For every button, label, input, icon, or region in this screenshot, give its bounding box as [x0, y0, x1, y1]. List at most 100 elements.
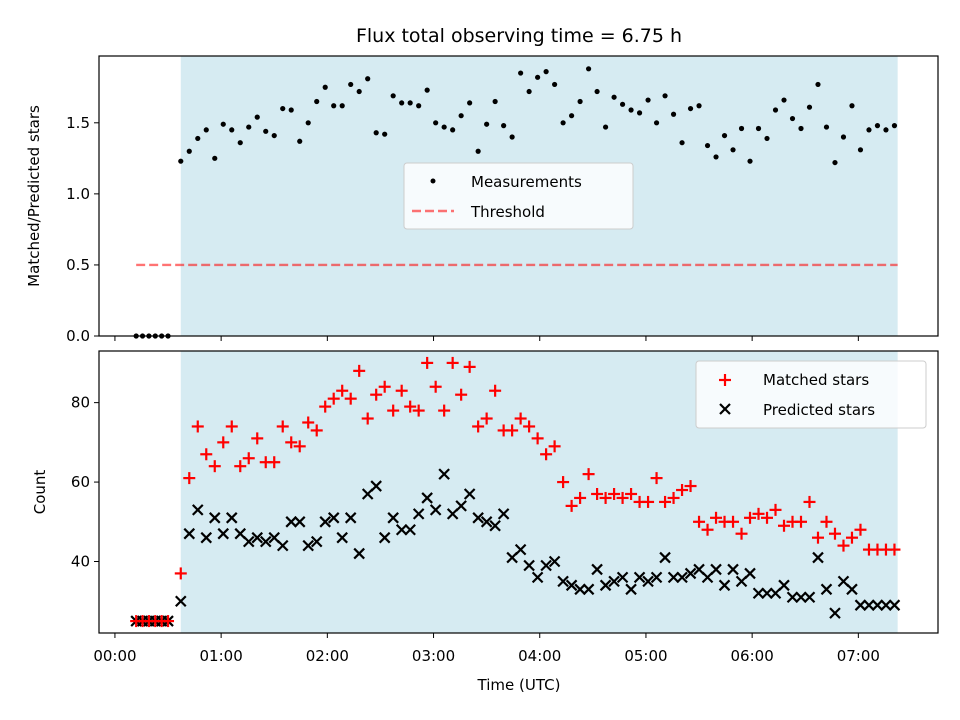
measurement-point: [382, 131, 388, 137]
predicted-star-point: [353, 547, 365, 560]
predicted-star-point: [395, 523, 408, 536]
measurement-point: [815, 81, 821, 88]
predicted-star-point: [667, 571, 680, 584]
matched-star-point: [344, 392, 357, 405]
measurement-point: [806, 104, 813, 110]
predicted-star-point: [523, 559, 535, 572]
measurement-point: [509, 134, 515, 140]
predicted-star-point: [888, 599, 901, 611]
measurement-point: [271, 132, 277, 139]
measurement-point: [823, 124, 830, 130]
predicted-star-point: [421, 492, 433, 504]
matched-star-point: [268, 456, 281, 469]
measurement-point: [348, 81, 354, 88]
top-y-tick-label-3: 1.5: [66, 114, 90, 132]
matched-star-point: [845, 531, 858, 544]
matched-star-point: [828, 527, 841, 540]
measurement-point: [602, 124, 609, 130]
predicted-star-point: [412, 508, 425, 520]
predicted-star-point: [684, 567, 697, 580]
measurement-point: [254, 114, 260, 120]
measurement-point: [263, 128, 269, 134]
measurement-point: [407, 100, 413, 106]
measurement-point: [891, 123, 898, 129]
matched-star-point: [710, 511, 723, 524]
matched-star-point: [446, 356, 459, 369]
matched-star-point: [310, 424, 323, 437]
matched-star-point: [208, 460, 221, 473]
predicted-star-point: [336, 531, 348, 544]
x-tick-label-3: 03:00: [412, 647, 455, 665]
chart-title: Flux total observing time = 6.75 h: [356, 25, 682, 47]
predicted-star-point: [659, 551, 671, 564]
measurement-point: [849, 103, 855, 109]
matched-star-point: [574, 491, 587, 504]
matched-star-point: [531, 432, 544, 445]
predicted-star-point: [863, 599, 875, 611]
top-y-tick-label-1: 0.5: [66, 256, 90, 274]
top-y-tick-label-0: 0.0: [66, 327, 90, 345]
measurement-point: [738, 125, 745, 132]
measurement-point: [356, 88, 362, 95]
predicted-star-point: [276, 539, 289, 552]
matched-star-point: [162, 615, 175, 628]
measurement-point: [212, 155, 218, 161]
bottom-y-tick-label-0: 40: [71, 553, 90, 571]
matched-star-point: [327, 392, 340, 405]
predicted-star-point: [795, 591, 807, 604]
measurement-point: [874, 123, 881, 129]
predicted-star-point: [208, 512, 221, 524]
matched-star-point: [225, 420, 238, 433]
measurement-point: [322, 84, 328, 90]
matched-star-point: [540, 448, 553, 461]
measurement-point: [220, 121, 226, 127]
matched-star-point: [378, 380, 391, 393]
predicted-star-point: [761, 587, 773, 600]
measurement-point: [390, 93, 396, 99]
matched-star-point: [752, 507, 765, 520]
predicted-star-point: [387, 512, 399, 524]
matched-star-point: [421, 356, 434, 369]
predicted-star-point: [829, 607, 841, 619]
predicted-star-point: [404, 523, 416, 536]
predicted-star-point: [242, 535, 255, 548]
predicted-star-point: [344, 512, 357, 524]
measurement-point: [526, 88, 532, 95]
measurement-point: [331, 103, 337, 109]
predicted-star-point: [531, 571, 544, 584]
predicted-star-point: [812, 551, 824, 564]
matched-star-point: [693, 515, 706, 528]
predicted-star-point: [319, 516, 331, 528]
legend-predicted-marker: [719, 403, 731, 415]
predicted-star-point: [455, 500, 467, 512]
predicted-star-point: [540, 559, 552, 572]
matched-star-point: [251, 432, 264, 445]
bottom-y-tick-label-1: 60: [71, 473, 90, 491]
bottom-axes-frame: [98, 350, 939, 634]
top-legend-box: [403, 162, 634, 230]
measurement-point: [594, 88, 600, 95]
measurement-point: [628, 107, 634, 113]
measurement-point: [467, 100, 473, 106]
measurement-point: [721, 132, 728, 139]
predicted-star-point: [438, 468, 450, 480]
predicted-star-point: [871, 599, 884, 611]
predicted-star-point: [616, 571, 629, 584]
predicted-star-point: [642, 575, 654, 588]
predicted-star-point: [370, 480, 382, 492]
x-tick-label-4: 04:00: [518, 647, 561, 665]
x-tick-label-2: 02:00: [306, 647, 349, 665]
predicted-star-point: [480, 516, 493, 528]
bottom-x-ticks: 00:00 01:00 02:00 03:00 04:00 05:00 06:00 07:00: [93, 633, 880, 665]
matched-star-point: [319, 400, 332, 413]
matched-star-point: [727, 515, 740, 528]
measurement-point: [433, 120, 439, 126]
predicted-star-point: [217, 527, 230, 540]
matched-star-point: [191, 420, 204, 433]
matched-star-point: [387, 404, 400, 417]
measurement-point: [186, 148, 192, 154]
measurement-point: [399, 100, 405, 106]
x-tick-label-7: 07:00: [837, 647, 880, 665]
matched-star-point: [582, 468, 595, 481]
x-tick-label-6: 06:00: [731, 647, 774, 665]
